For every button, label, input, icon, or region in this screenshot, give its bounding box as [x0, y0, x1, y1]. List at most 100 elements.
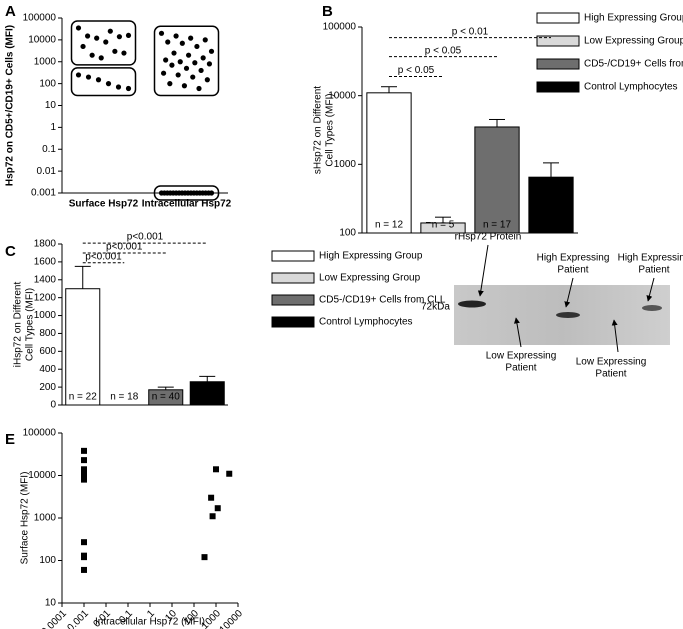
y-tick-label: 100 — [339, 228, 356, 239]
y-tick-label: 1400 — [34, 274, 57, 285]
y-tick-label: 10000 — [28, 35, 56, 46]
arrow — [646, 277, 655, 302]
data-point — [198, 67, 204, 74]
data-point — [191, 190, 197, 196]
blot-panel: D 72kDa rHsp72 Protein High Expressing P… — [421, 219, 683, 380]
y-tick-label: 0.01 — [37, 166, 57, 177]
data-point — [173, 33, 179, 39]
bar — [366, 92, 412, 234]
y-tick-label: 10000 — [328, 90, 356, 101]
y-tick-label: 10 — [45, 100, 57, 111]
data-point — [165, 39, 171, 45]
panel-label: E — [5, 431, 15, 448]
data-point — [80, 43, 86, 50]
group-box — [70, 67, 137, 97]
data-point — [116, 34, 123, 40]
data-point — [200, 55, 206, 61]
legend-label: High Expressing Group — [584, 13, 683, 24]
data-point — [204, 77, 210, 83]
data-point — [206, 61, 213, 67]
group-box — [153, 185, 220, 201]
data-point — [181, 83, 188, 89]
y-axis-title: Cell Types (MFI) — [25, 288, 36, 361]
significance-label: p<0.001 — [106, 242, 143, 253]
significance-label: p<0.001 — [127, 232, 164, 243]
legend-swatch — [271, 316, 315, 328]
data-point — [214, 505, 221, 512]
data-point — [190, 74, 196, 80]
y-tick-label: 100000 — [323, 22, 357, 33]
data-point — [185, 52, 192, 58]
data-point — [196, 85, 202, 92]
data-point — [107, 28, 113, 34]
x-tick-label: Intracellular Hsp72 — [142, 199, 232, 210]
y-tick-label: 600 — [39, 346, 56, 357]
legend-swatch — [536, 35, 580, 47]
blot-label: Patient — [557, 265, 588, 276]
data-point — [213, 466, 219, 473]
y-tick-label: 0.1 — [42, 144, 56, 155]
data-point — [163, 57, 169, 63]
data-point — [89, 52, 95, 58]
n-label: n = 17 — [483, 220, 512, 231]
arrow — [564, 277, 574, 308]
legend-swatch — [536, 81, 580, 93]
data-point — [177, 59, 183, 65]
data-point — [115, 84, 122, 90]
legend-swatch — [536, 58, 580, 70]
blot-label: Patient — [638, 265, 669, 276]
legend-label: CD5-/CD19+ Cells from CLL — [584, 59, 683, 70]
legend-label: Control Lymphocytes — [584, 82, 678, 93]
y-tick-label: 0.001 — [31, 188, 56, 199]
data-point — [226, 470, 233, 477]
y-axis-title: Hsp72 on CD5+/CD19+ Cells (MFI) — [5, 25, 16, 186]
n-label: n = 18 — [193, 392, 222, 403]
significance-label: p<0.001 — [85, 251, 122, 262]
data-point — [75, 72, 82, 78]
data-point — [203, 190, 209, 196]
x-axis-title: Intracellular Hsp72 (MFI) — [95, 617, 205, 628]
data-point — [194, 43, 200, 50]
legend-label: CD5-/CD19+ Cells from CLL — [319, 295, 446, 306]
y-tick-label: 100000 — [23, 428, 57, 439]
panel-label: A — [5, 3, 16, 20]
n-label: n = 7 — [540, 220, 563, 231]
data-point — [85, 74, 92, 80]
n-label: n = 5 — [432, 220, 455, 231]
legend-swatch — [271, 250, 315, 262]
data-point — [112, 48, 118, 54]
group-box — [70, 20, 137, 66]
data-point — [175, 72, 181, 78]
data-point — [171, 50, 177, 56]
n-label: n = 12 — [375, 220, 404, 231]
bar — [474, 126, 520, 234]
y-axis-title: iHsp72 on Different — [13, 282, 24, 368]
y-axis-title: Cell Types (MFI) — [325, 93, 336, 166]
data-point — [75, 25, 82, 31]
significance-label: p < 0.01 — [452, 26, 489, 37]
data-point — [125, 85, 132, 92]
data-point — [182, 190, 188, 196]
panel-label: B — [322, 3, 333, 20]
data-point — [192, 60, 198, 66]
significance-label: p < 0.05 — [398, 65, 435, 76]
blot-label: Patient — [505, 363, 536, 374]
n-label: n = 18 — [110, 392, 139, 403]
bar — [528, 176, 574, 234]
x-tick-label: Surface Hsp72 — [69, 199, 139, 210]
blot-label: Low Expressing — [576, 357, 647, 368]
y-tick-label: 1800 — [34, 239, 57, 250]
legend-label: Control Lymphocytes — [319, 317, 413, 328]
y-tick-label: 1200 — [34, 292, 57, 303]
data-point — [201, 554, 208, 561]
x-tick-label: 10000 — [218, 608, 246, 629]
blot-label: rHsp72 Protein — [455, 232, 522, 243]
data-point — [208, 494, 215, 501]
legend-label: Low Expressing Group — [584, 36, 683, 47]
legend-swatch — [271, 272, 315, 284]
n-label: n = 22 — [69, 392, 98, 403]
y-tick-label: 1 — [50, 122, 56, 133]
data-point — [81, 566, 87, 573]
x-tick-label: 0.001 — [66, 608, 92, 629]
data-point — [121, 50, 127, 56]
